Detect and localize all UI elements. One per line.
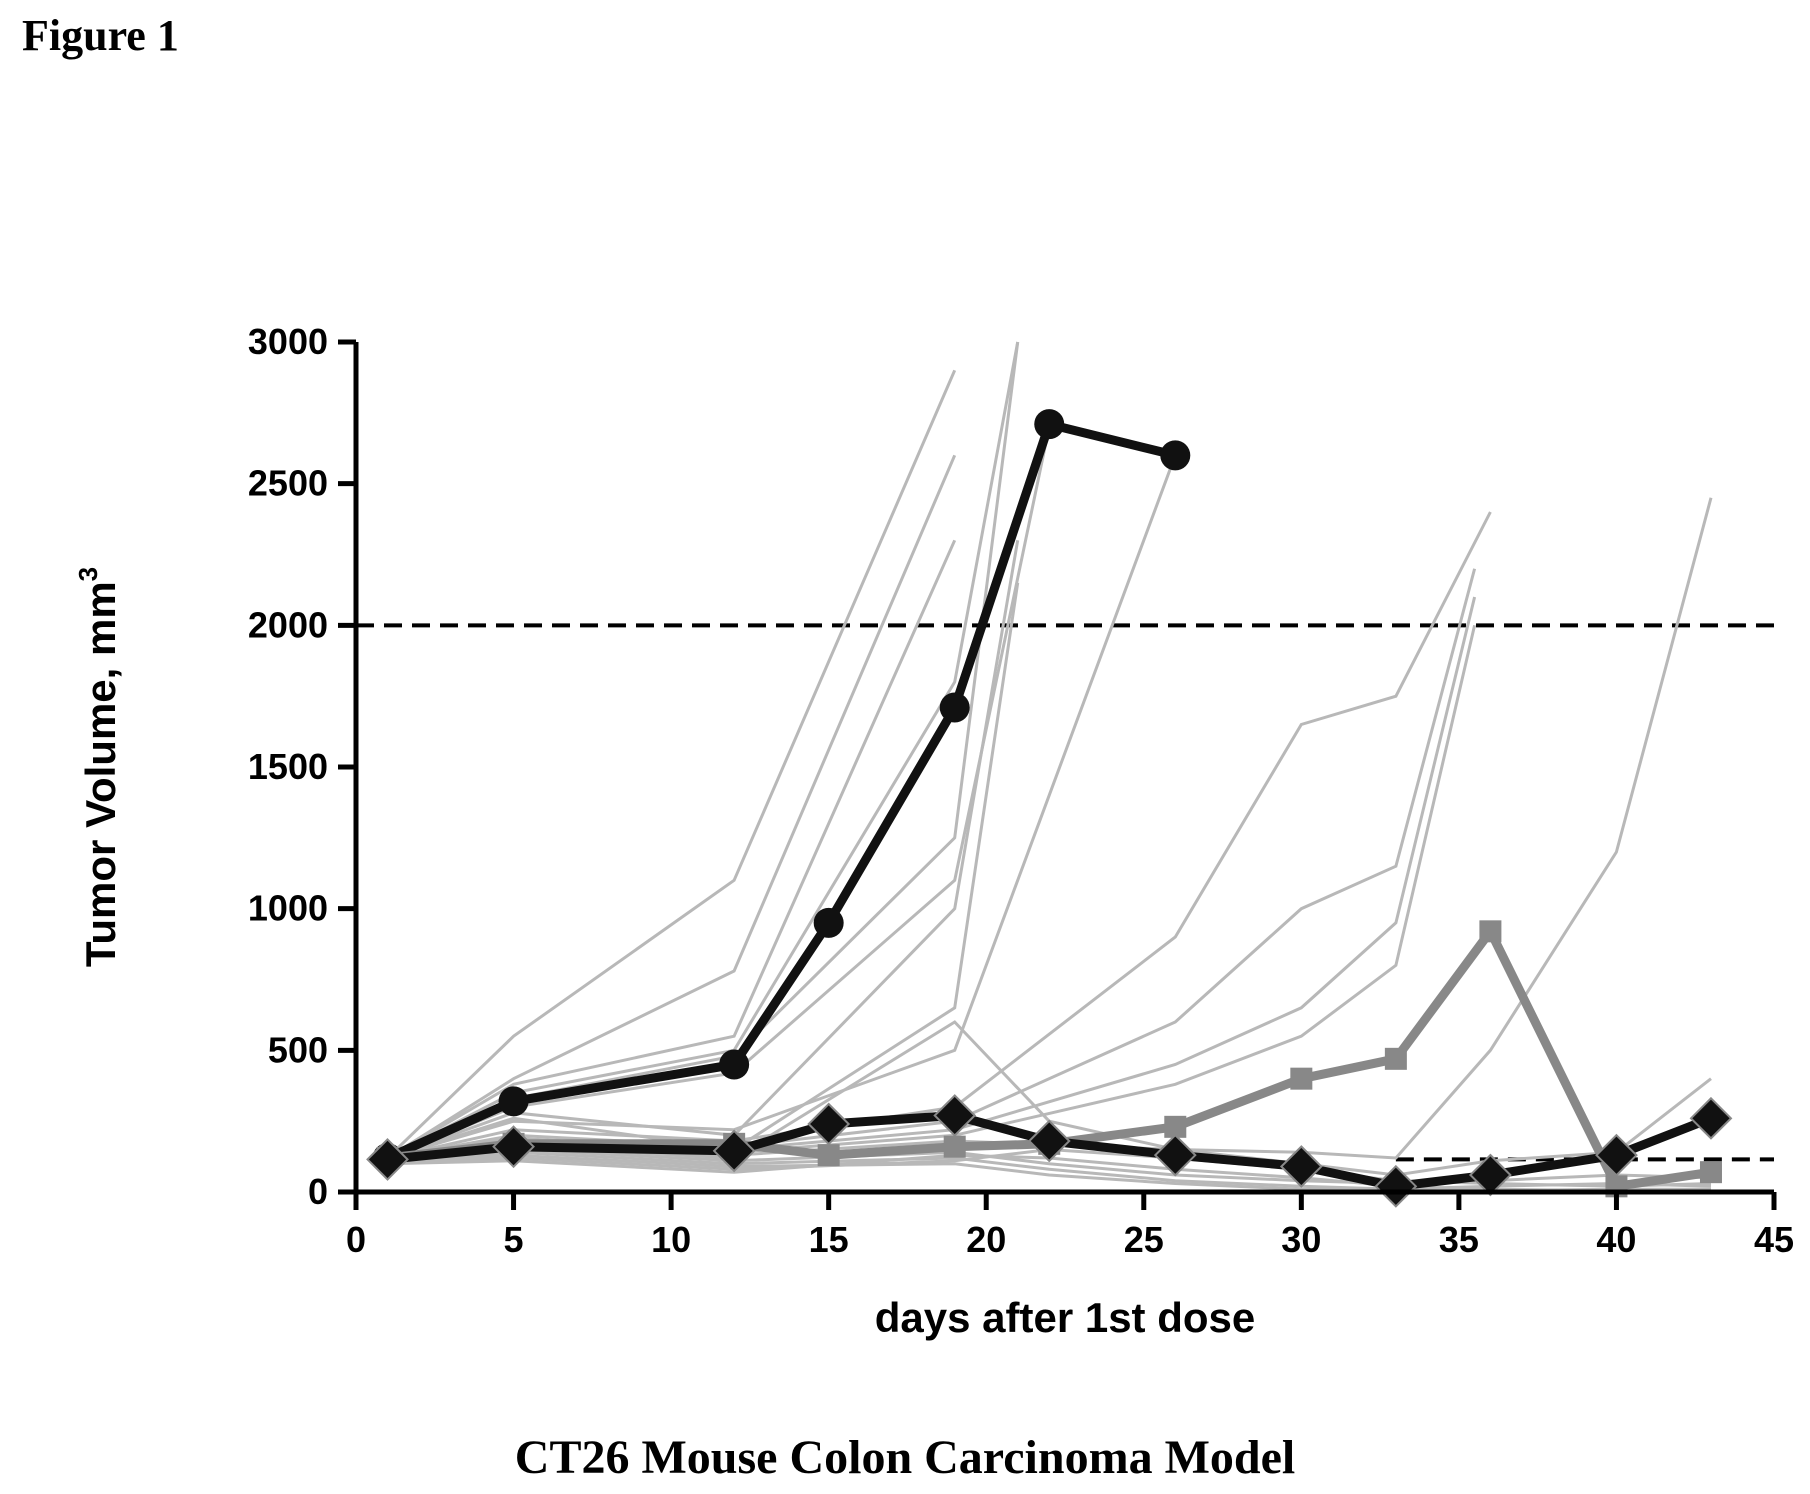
- group-summary-lines: [366, 409, 1733, 1208]
- individual-series-line: [387, 568, 1477, 1160]
- y-axis-title-superscript: 3: [73, 567, 103, 581]
- data-point-diamond: [712, 1129, 756, 1173]
- data-point-square: [1699, 1161, 1722, 1184]
- individual-series-line: [387, 454, 1177, 1160]
- y-axis-title: Tumor Volume, mm3: [73, 567, 124, 967]
- x-tick-label: 25: [1124, 1219, 1164, 1260]
- axes: [353, 342, 1774, 1195]
- x-tick-label: 45: [1754, 1219, 1794, 1260]
- data-point-diamond: [1374, 1164, 1418, 1208]
- summary-series-line-diamond: [387, 1111, 1713, 1191]
- reference-lines: [356, 623, 1774, 1162]
- data-point-diamond: [1468, 1153, 1512, 1197]
- figure-label: Figure 1: [22, 11, 179, 60]
- individual-series-line: [387, 511, 1492, 1160]
- data-point-diamond: [807, 1102, 851, 1146]
- summary-series-line-square: [386, 926, 1712, 1191]
- individual-series-line: [386, 539, 957, 1160]
- data-point-square: [1164, 1115, 1187, 1138]
- y-tick-label: 1500: [248, 746, 328, 787]
- data-point-circle: [1160, 440, 1191, 471]
- x-tick-label: 30: [1281, 1219, 1321, 1260]
- x-tick-label: 15: [809, 1219, 849, 1260]
- x-tick-label: 40: [1596, 1219, 1636, 1260]
- individual-series-line: [386, 426, 1051, 1160]
- data-point-diamond: [1279, 1145, 1323, 1188]
- x-tick-label: 5: [504, 1219, 524, 1260]
- x-tick-label: 35: [1439, 1219, 1479, 1260]
- x-tick-label: 20: [966, 1219, 1006, 1260]
- data-point-square: [943, 1135, 966, 1158]
- data-point-diamond: [366, 1138, 409, 1181]
- data-point-square: [1384, 1047, 1407, 1070]
- individual-series-line: [386, 369, 957, 1160]
- data-point-circle: [719, 1049, 750, 1080]
- x-tick-label: 10: [651, 1219, 691, 1260]
- individual-series-line: [387, 497, 1713, 1160]
- data-point-square: [1290, 1067, 1313, 1090]
- individual-animal-lines: [386, 341, 1713, 1194]
- axis-ticks: 0 5 10 15 20 25 30 35 40 45 0 500 1000 1500 2000 2500 30…: [248, 321, 1794, 1260]
- y-tick-label: 2500: [248, 463, 328, 504]
- summary-series-line-circle: [385, 419, 1177, 1163]
- data-point-circle: [939, 692, 970, 723]
- data-point-square: [817, 1144, 840, 1167]
- x-axis-title: days after 1st dose: [875, 1294, 1256, 1341]
- individual-series-line: [386, 454, 957, 1160]
- individual-series-line: [386, 341, 1020, 1160]
- y-tick-label: 3000: [248, 321, 328, 362]
- data-point-diamond: [1027, 1119, 1071, 1163]
- y-axis-title-main: Tumor Volume, mm: [77, 581, 124, 967]
- data-point-circle: [1034, 409, 1065, 440]
- data-point-square: [1479, 920, 1502, 943]
- data-point-diamond: [1595, 1133, 1638, 1177]
- figure-caption: CT26 Mouse Colon Carcinoma Model: [514, 1431, 1296, 1484]
- data-point-diamond: [492, 1125, 535, 1169]
- data-point-diamond: [933, 1094, 977, 1137]
- data-point-diamond: [1689, 1096, 1733, 1140]
- y-tick-label: 1000: [248, 888, 328, 929]
- individual-series-line: [386, 341, 1020, 1160]
- x-tick-label: 0: [346, 1219, 366, 1260]
- y-tick-label: 2000: [248, 604, 328, 645]
- data-point-diamond: [1153, 1133, 1197, 1177]
- y-tick-label: 500: [268, 1029, 328, 1070]
- y-tick-label: 0: [308, 1171, 328, 1212]
- data-point-circle: [498, 1086, 529, 1117]
- data-point-circle: [813, 907, 844, 938]
